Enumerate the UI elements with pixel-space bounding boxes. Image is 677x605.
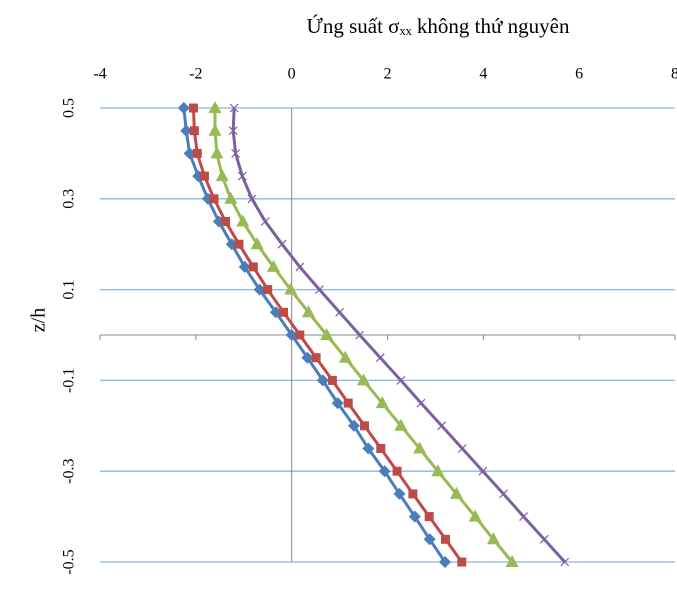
marker	[539, 534, 549, 544]
marker	[394, 418, 408, 431]
marker	[320, 328, 334, 340]
marker	[396, 375, 406, 385]
marker	[416, 398, 426, 408]
x-tick-label: 2	[384, 66, 392, 83]
marker	[486, 532, 500, 545]
marker	[269, 306, 282, 319]
x-tick-label: 4	[479, 66, 487, 83]
marker	[177, 102, 190, 114]
marker	[450, 486, 463, 499]
marker	[180, 124, 193, 137]
marker	[228, 126, 238, 136]
marker	[408, 510, 421, 523]
marker	[247, 194, 257, 204]
marker	[284, 282, 298, 295]
marker	[301, 305, 315, 318]
marker	[231, 148, 241, 158]
x-tick-label: -4	[93, 66, 106, 83]
y-tick-label: -0.1	[61, 368, 78, 393]
marker	[285, 329, 298, 341]
marker	[221, 217, 231, 226]
marker	[505, 555, 519, 567]
marker	[301, 351, 314, 364]
marker	[440, 534, 450, 544]
marker	[209, 194, 219, 204]
marker	[266, 259, 280, 272]
marker	[234, 239, 244, 249]
marker	[423, 533, 436, 546]
marker	[560, 557, 570, 567]
y-axis-label: z/h	[28, 308, 50, 332]
x-tick-label: -2	[189, 66, 202, 83]
marker	[237, 171, 247, 181]
marker	[347, 419, 360, 432]
marker	[331, 397, 344, 410]
marker	[277, 239, 287, 249]
y-tick-label: 0.5	[61, 98, 78, 118]
marker	[335, 307, 345, 317]
marker	[343, 398, 353, 408]
marker	[215, 169, 229, 182]
marker	[224, 191, 238, 204]
marker	[376, 444, 386, 453]
marker	[431, 464, 445, 477]
marker	[189, 126, 199, 136]
marker	[315, 285, 324, 295]
marker	[316, 374, 329, 387]
marker	[248, 262, 258, 272]
marker	[208, 123, 222, 136]
marker	[478, 466, 488, 476]
marker	[357, 373, 371, 386]
marker	[263, 285, 273, 295]
marker	[295, 262, 305, 272]
marker	[229, 103, 239, 113]
marker	[468, 509, 482, 522]
marker	[208, 101, 222, 113]
marker	[457, 557, 467, 567]
marker	[392, 466, 402, 476]
marker	[355, 330, 365, 340]
marker	[260, 217, 270, 226]
marker	[311, 353, 321, 363]
x-tick-label: 0	[288, 66, 296, 83]
marker	[362, 442, 375, 455]
marker	[183, 147, 196, 160]
marker	[519, 512, 529, 522]
marker	[327, 375, 337, 385]
marker	[378, 465, 391, 478]
marker	[295, 330, 305, 340]
marker	[375, 353, 385, 363]
marker	[338, 350, 352, 363]
marker	[250, 237, 264, 250]
marker	[437, 421, 447, 431]
x-tick-label: 8	[671, 66, 677, 83]
y-tick-label: -0.5	[61, 549, 78, 574]
marker	[375, 396, 389, 409]
marker	[253, 283, 266, 296]
marker	[499, 489, 508, 499]
marker	[199, 171, 209, 181]
y-tick-label: -0.3	[61, 459, 78, 484]
marker	[238, 260, 251, 273]
marker	[408, 489, 418, 499]
marker	[393, 487, 406, 500]
marker	[279, 307, 289, 317]
marker	[188, 103, 198, 113]
marker	[360, 421, 369, 431]
marker	[210, 146, 224, 159]
marker	[457, 444, 467, 453]
marker	[424, 512, 434, 522]
marker	[192, 148, 202, 158]
x-tick-label: 6	[575, 66, 583, 83]
marker	[236, 214, 250, 227]
marker	[413, 441, 427, 454]
chart-title: Ứng suất σₓₓ không thứ nguyên	[307, 14, 570, 38]
y-tick-label: 0.1	[61, 280, 78, 300]
marker	[439, 556, 451, 568]
y-tick-label: 0.3	[61, 189, 78, 209]
